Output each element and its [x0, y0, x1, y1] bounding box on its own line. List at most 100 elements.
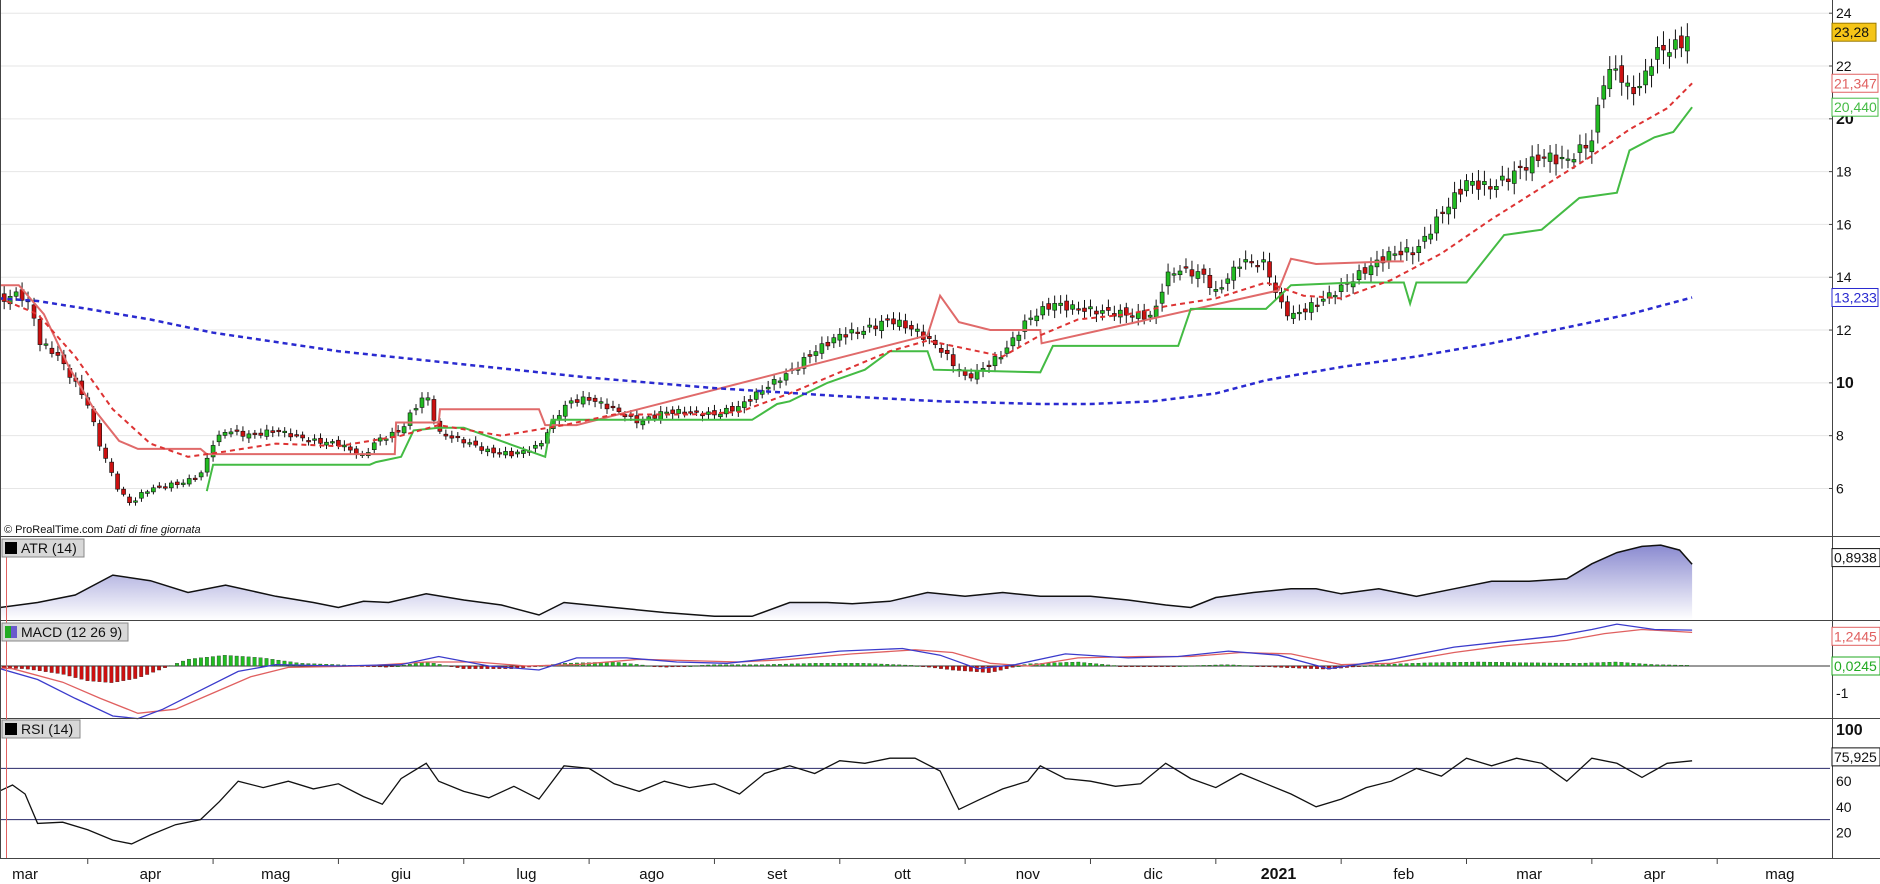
macd-histogram-bar	[378, 665, 382, 668]
macd-histogram-bar	[771, 664, 776, 667]
macd-histogram-bar	[1685, 665, 1689, 667]
candle-body	[873, 325, 878, 330]
value-tag-box	[1831, 73, 1879, 93]
candle-body	[1273, 282, 1278, 293]
macd-histogram-bar	[1207, 664, 1212, 667]
candle-body	[909, 325, 914, 330]
candle-body	[37, 319, 43, 345]
candle-body	[157, 485, 162, 488]
candle-body	[718, 413, 723, 418]
candle-body	[676, 409, 681, 414]
candle-body	[1249, 261, 1254, 264]
candle-body	[1338, 284, 1344, 292]
candle-body	[1285, 301, 1290, 317]
candle-body	[455, 435, 461, 439]
candle-body	[461, 439, 467, 444]
macd-histogram-bar	[1362, 665, 1367, 667]
candle-body	[610, 405, 616, 409]
candle-body	[1112, 313, 1117, 317]
price-tick-label: 8	[1836, 428, 1844, 444]
macd-histogram-bar	[909, 665, 914, 667]
macd-histogram-bar	[1010, 665, 1015, 668]
macd-label: MACD (12 26 9)	[21, 624, 122, 640]
macd-histogram-bar	[198, 657, 203, 667]
candle-body	[503, 451, 508, 456]
price-tick-label: 22	[1836, 58, 1852, 74]
macd-histogram-bar	[849, 663, 854, 667]
candle-body	[861, 330, 866, 335]
candle-body	[1607, 69, 1613, 90]
macd-histogram-bar	[139, 665, 144, 677]
macd-histogram-bar	[694, 665, 699, 667]
candle-body	[1261, 259, 1266, 263]
candle-body	[694, 410, 699, 413]
macd-histogram-bar	[1386, 664, 1391, 667]
macd-histogram-bar	[1428, 662, 1433, 667]
macd-histogram-bar	[413, 663, 418, 667]
candle-body	[377, 437, 383, 442]
candle-body	[1625, 82, 1630, 87]
candle-body	[473, 440, 479, 446]
macd-histogram-bar	[1524, 662, 1528, 667]
macd-histogram-bar	[187, 658, 191, 667]
candle-body	[1004, 347, 1010, 354]
candle-body	[515, 451, 520, 455]
candle-body	[1123, 307, 1129, 316]
candle-body	[568, 400, 574, 404]
candle-body	[927, 336, 932, 339]
candle-body	[1267, 261, 1272, 278]
macd-histogram-bar	[1553, 662, 1558, 667]
macd-histogram-bar	[1165, 665, 1170, 667]
candle-body	[652, 414, 658, 419]
macd-histogram-bar	[234, 655, 239, 667]
candle-body	[986, 364, 992, 367]
macd-histogram-bar	[1649, 664, 1654, 667]
macd-histogram-bar	[1446, 662, 1451, 667]
candle-body	[192, 477, 198, 480]
candle-body	[944, 349, 950, 355]
value-tag-box	[1831, 97, 1879, 117]
candle-body	[837, 333, 843, 341]
macd-histogram-bar	[193, 658, 197, 667]
candle-body	[121, 488, 126, 495]
macd-histogram-bar	[1637, 663, 1642, 667]
macd-histogram-bar	[443, 665, 448, 667]
macd-histogram-bar	[855, 663, 860, 667]
macd-histogram-bar	[1404, 663, 1409, 667]
candle-body	[1613, 68, 1619, 71]
macd-histogram-bar	[1530, 662, 1534, 667]
month-label: apr	[1644, 866, 1666, 883]
macd-histogram-bar	[1583, 662, 1588, 667]
candle-body	[1577, 144, 1583, 153]
macd-histogram-bar	[252, 657, 257, 667]
price-tick-label: 6	[1836, 480, 1844, 496]
candle-body	[336, 439, 341, 447]
macd-histogram-bar	[1458, 662, 1463, 667]
macd-histogram-bar	[473, 665, 478, 669]
macd-histogram-bar	[915, 665, 920, 667]
rsi-tick-label: 40	[1836, 799, 1852, 815]
macd-histogram-bar	[1058, 662, 1063, 667]
macd-signal-line	[0, 628, 1693, 714]
candle-body	[431, 399, 437, 421]
macd-histogram-bar	[228, 655, 233, 667]
candle-body	[1458, 188, 1463, 195]
candle-body	[521, 450, 526, 454]
macd-histogram-bar	[658, 665, 663, 668]
macd-histogram-bar	[115, 665, 120, 683]
candle-body	[133, 500, 138, 503]
atr-line	[0, 544, 1693, 618]
macd-histogram-bar	[1440, 662, 1445, 667]
candle-body	[240, 430, 246, 437]
macd-histogram-bar	[1285, 665, 1290, 668]
candle-body	[1535, 154, 1541, 161]
candle-body	[1040, 306, 1046, 316]
candle-body	[1022, 320, 1028, 332]
macd-histogram-bar	[646, 665, 651, 667]
value-tag-text: 13,233	[1834, 289, 1877, 305]
price-tick-label: 16	[1836, 216, 1852, 232]
macd-histogram-bar	[175, 663, 179, 667]
macd-histogram-bar	[736, 664, 740, 667]
candle-body	[1482, 181, 1487, 185]
candle-body	[1064, 300, 1069, 311]
